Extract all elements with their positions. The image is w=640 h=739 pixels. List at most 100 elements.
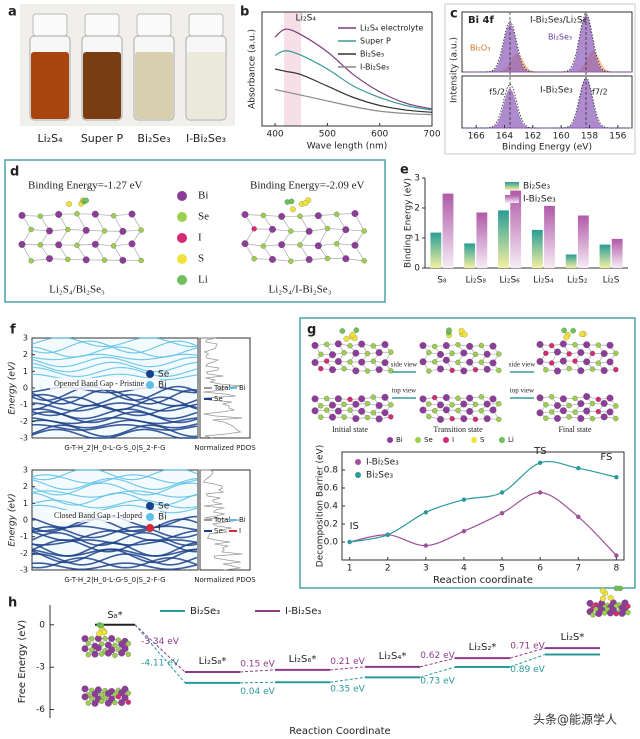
atom — [460, 415, 468, 423]
y-tick-label: -3 — [36, 663, 45, 673]
panel-label: d — [10, 165, 19, 180]
y-tick-label: -2 — [20, 417, 28, 426]
atom — [449, 416, 455, 422]
line — [274, 68, 433, 113]
atom — [334, 407, 342, 415]
band-line — [31, 477, 198, 491]
legend-swatch — [505, 195, 519, 203]
atom — [318, 366, 324, 372]
view-label: top view — [510, 387, 535, 395]
atom — [375, 366, 383, 374]
legend-label: Bi₂Se₃ — [366, 471, 394, 481]
legend-dot — [177, 254, 187, 264]
point — [461, 529, 467, 534]
bar — [430, 232, 442, 268]
atom — [563, 334, 570, 341]
atom — [446, 327, 452, 333]
atom — [432, 343, 438, 350]
atom — [111, 213, 117, 219]
line — [274, 50, 433, 111]
atom — [478, 408, 484, 414]
xps-envelope — [462, 77, 630, 129]
legend-label: Se — [424, 436, 433, 444]
panel-frame — [444, 3, 636, 155]
view-label: side view — [509, 361, 537, 369]
vial-liquid — [83, 52, 121, 119]
atom — [388, 414, 394, 420]
x-tick-label: 8 — [614, 564, 620, 574]
atom — [361, 258, 367, 264]
legend-label: I — [198, 232, 202, 244]
caption: Li₂S₄/I-Bi₂Se₃ — [268, 284, 331, 296]
atom — [74, 211, 80, 217]
atom — [28, 226, 34, 233]
atom — [554, 415, 561, 422]
atom — [108, 635, 116, 642]
title-box — [50, 510, 160, 522]
legend-label: Bi — [158, 513, 167, 523]
legend-dot — [146, 381, 154, 389]
point — [576, 466, 581, 471]
photo-label: I-Bi₂Se₃ — [186, 132, 226, 145]
atom — [324, 407, 330, 413]
atom — [82, 226, 90, 234]
watermark: 头条@能源学人 — [533, 712, 617, 727]
atom — [432, 359, 438, 365]
atom — [601, 610, 608, 616]
atom — [81, 685, 89, 693]
annotation: FS — [600, 452, 612, 463]
atom — [85, 700, 91, 706]
atom — [437, 401, 444, 409]
atom — [583, 393, 591, 400]
atom — [91, 699, 99, 707]
atom — [364, 368, 371, 374]
atom — [314, 212, 322, 220]
atom — [329, 413, 336, 421]
atom — [419, 395, 427, 403]
atom — [297, 213, 303, 219]
atom — [543, 415, 549, 421]
band-line — [31, 428, 197, 439]
atom — [138, 257, 144, 264]
y-tick-label: 3 — [414, 174, 420, 184]
y-tick-label: 2 — [414, 204, 420, 214]
band-line — [31, 353, 198, 361]
atom — [370, 343, 376, 349]
atom — [595, 409, 601, 415]
state-label: Final state — [558, 425, 592, 434]
x-tick-label: Li₂S₈ — [466, 276, 487, 286]
atom — [549, 360, 555, 366]
legend-dot — [177, 212, 187, 222]
legend-label: I — [239, 527, 241, 535]
atom — [572, 358, 578, 364]
panel-label: h — [8, 596, 17, 611]
atom — [613, 403, 619, 409]
atom — [81, 635, 89, 643]
x-tick-label: 158 — [581, 132, 598, 142]
atom — [329, 366, 336, 374]
band-line — [31, 356, 198, 368]
band-line — [31, 419, 198, 429]
atom — [613, 367, 619, 373]
atom — [324, 395, 330, 402]
atom — [442, 394, 450, 401]
value-label: -4.11 eV — [141, 658, 180, 668]
atom — [455, 395, 461, 401]
atom — [606, 408, 614, 416]
atom — [329, 401, 336, 409]
atom — [625, 609, 631, 616]
atom — [341, 401, 347, 408]
photo-label: Super P — [81, 132, 124, 145]
atom — [478, 394, 484, 400]
connector — [329, 676, 366, 683]
atom — [478, 342, 484, 349]
point — [499, 511, 505, 516]
band-line — [31, 340, 198, 354]
value-label: 0.15 eV — [240, 659, 275, 669]
atom — [595, 610, 603, 618]
value-label: 0.62 eV — [420, 651, 455, 661]
x-tick-label: 400 — [266, 130, 283, 140]
atom — [83, 197, 89, 204]
y-tick-label: 0.6 — [324, 484, 339, 494]
